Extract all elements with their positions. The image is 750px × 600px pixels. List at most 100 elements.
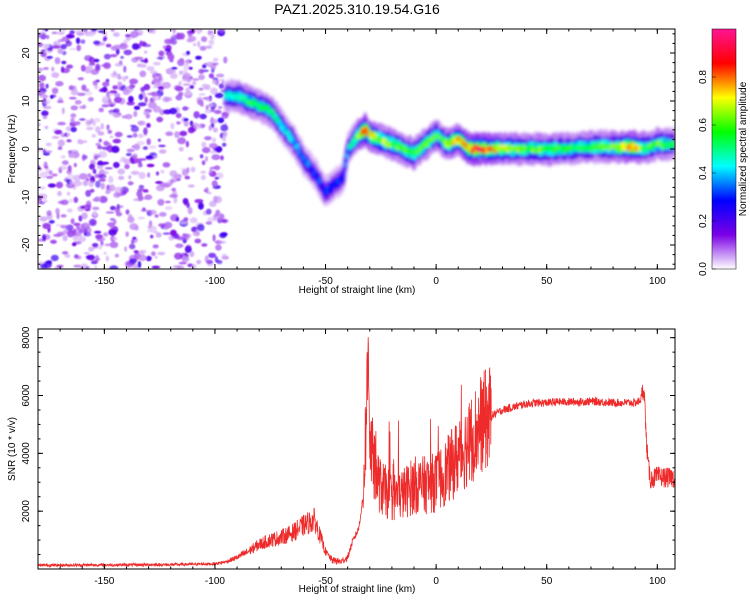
- noise-speckle: [75, 29, 83, 34]
- y-tick-label: 10: [21, 95, 32, 107]
- noise-speckle: [66, 139, 72, 143]
- noise-speckle: [124, 164, 130, 170]
- ridge-cell: [295, 143, 300, 150]
- noise-speckle: [73, 264, 82, 268]
- y-tick-label: -10: [21, 189, 32, 204]
- noise-speckle: [81, 154, 86, 162]
- noise-speckle: [110, 29, 115, 32]
- noise-speckle: [183, 63, 190, 71]
- noise-speckle: [38, 165, 41, 171]
- noise-speckle: [70, 117, 75, 123]
- noise-speckle: [66, 64, 74, 69]
- noise-speckle: [198, 68, 205, 74]
- noise-speckle: [220, 232, 228, 237]
- noise-speckle: [86, 200, 92, 208]
- noise-speckle: [61, 160, 69, 166]
- figure-title: PAZ1.2025.310.19.54.G16: [274, 1, 440, 17]
- noise-speckle: [97, 145, 103, 150]
- noise-speckle: [186, 167, 190, 174]
- noise-speckle: [109, 90, 118, 94]
- noise-speckle: [211, 166, 217, 170]
- noise-speckle: [51, 31, 58, 35]
- ridge-cell: [341, 170, 346, 177]
- noise-speckle: [39, 92, 46, 98]
- y-tick-label: 8000: [21, 326, 32, 349]
- noise-speckle: [212, 127, 218, 133]
- noise-speckle: [44, 125, 49, 130]
- noise-speckle: [208, 103, 213, 107]
- noise-speckle: [129, 78, 139, 85]
- noise-speckle: [45, 35, 50, 39]
- noise-speckle: [217, 117, 225, 124]
- noise-speckle: [212, 137, 216, 143]
- noise-speckle: [105, 211, 115, 214]
- noise-speckle: [201, 141, 207, 148]
- noise-speckle: [210, 87, 218, 95]
- noise-speckle: [205, 105, 209, 110]
- noise-speckle: [132, 153, 138, 160]
- noise-speckle: [66, 191, 71, 196]
- noise-speckle: [105, 43, 112, 48]
- x-tick-label: 0: [433, 276, 439, 287]
- noise-speckle: [44, 150, 53, 153]
- snr-y-axis-label: SNR (10 * v/v): [7, 417, 18, 481]
- noise-speckle: [92, 198, 99, 202]
- noise-speckle: [101, 104, 109, 108]
- noise-speckle: [169, 194, 179, 198]
- noise-speckle: [207, 191, 212, 195]
- noise-speckle: [146, 172, 151, 178]
- noise-speckle: [151, 91, 159, 97]
- noise-speckle: [127, 95, 134, 103]
- noise-speckle: [133, 110, 138, 117]
- noise-speckle: [170, 229, 177, 237]
- noise-speckle: [118, 60, 123, 65]
- noise-speckle: [44, 51, 52, 54]
- noise-speckle: [211, 154, 221, 161]
- noise-speckle: [151, 251, 156, 256]
- noise-speckle: [79, 118, 86, 121]
- noise-speckle: [177, 137, 187, 145]
- noise-speckle: [44, 165, 49, 169]
- noise-speckle: [147, 92, 155, 96]
- noise-speckle: [38, 67, 44, 72]
- noise-speckle: [43, 105, 52, 110]
- noise-speckle: [41, 193, 48, 200]
- noise-speckle: [217, 106, 223, 109]
- noise-speckle: [92, 167, 96, 174]
- noise-speckle: [183, 106, 190, 110]
- noise-speckle: [219, 213, 224, 220]
- noise-speckle: [60, 214, 67, 218]
- noise-speckle: [103, 140, 109, 146]
- noise-speckle: [55, 207, 60, 215]
- spectrogram-y-ticks: -20 -10 0 10 20: [21, 33, 675, 265]
- noise-speckle: [90, 118, 94, 122]
- noise-speckle: [178, 147, 184, 152]
- noise-speckle: [205, 208, 212, 215]
- noise-speckle: [56, 31, 65, 35]
- noise-speckle: [38, 122, 41, 127]
- ridge-cell: [270, 108, 275, 115]
- noise-speckle: [97, 131, 105, 136]
- noise-speckle: [208, 73, 214, 79]
- noise-speckle: [94, 265, 98, 269]
- noise-speckle: [221, 80, 225, 85]
- noise-speckle: [50, 239, 57, 244]
- x-tick-label: 50: [541, 576, 553, 587]
- colorbar-ticks: 0.0 0.2 0.4 0.6 0.8: [698, 70, 716, 276]
- noise-speckle: [85, 32, 95, 37]
- noise-speckle: [144, 96, 148, 103]
- noise-speckle: [183, 117, 189, 122]
- noise-speckle: [193, 123, 202, 130]
- noise-speckle: [113, 70, 117, 76]
- noise-speckle: [39, 171, 48, 179]
- noise-speckle: [86, 173, 92, 178]
- noise-speckle: [51, 66, 55, 72]
- noise-speckle: [91, 133, 97, 138]
- noise-speckle: [169, 107, 178, 115]
- noise-speckle: [215, 244, 222, 251]
- noise-speckle: [64, 254, 71, 258]
- noise-speckle: [63, 229, 68, 235]
- noise-speckle: [70, 89, 79, 96]
- noise-speckle: [57, 200, 65, 205]
- noise-speckles: [38, 29, 229, 269]
